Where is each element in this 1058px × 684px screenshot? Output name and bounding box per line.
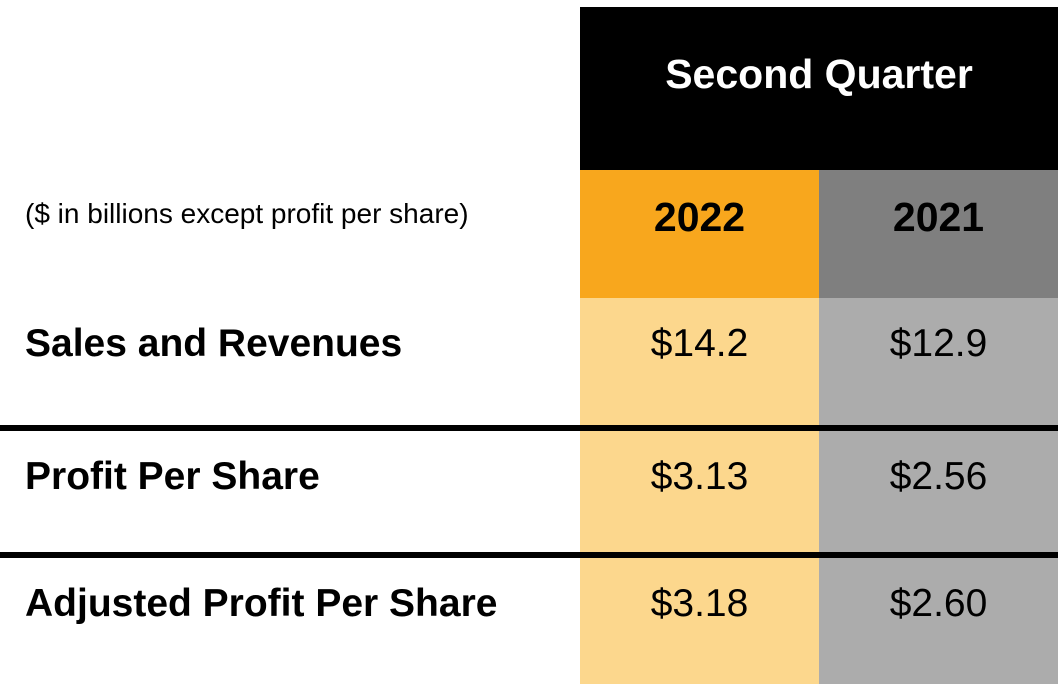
column-header-2021: 2021 <box>819 170 1058 298</box>
cell-sales-and-revenues-2022: $14.2 <box>580 298 819 425</box>
row-label-profit-per-share: Profit Per Share <box>0 431 580 552</box>
cell-profit-per-share-2022: $3.13 <box>580 431 819 552</box>
cell-adjusted-profit-per-share-2021: $2.60 <box>819 558 1058 684</box>
row-divider <box>0 425 1058 431</box>
cell-profit-per-share-2021: $2.56 <box>819 431 1058 552</box>
units-note: ($ in billions except profit per share) <box>25 198 469 229</box>
cell-sales-and-revenues-2021: $12.9 <box>819 298 1058 425</box>
column-header-2022: 2022 <box>580 170 819 298</box>
cell-adjusted-profit-per-share-2022: $3.18 <box>580 558 819 684</box>
table-title: Second Quarter <box>580 7 1058 170</box>
row-label-adjusted-profit-per-share: Adjusted Profit Per Share <box>0 558 580 684</box>
row-divider <box>0 552 1058 558</box>
row-label-sales-and-revenues: Sales and Revenues <box>0 298 580 425</box>
